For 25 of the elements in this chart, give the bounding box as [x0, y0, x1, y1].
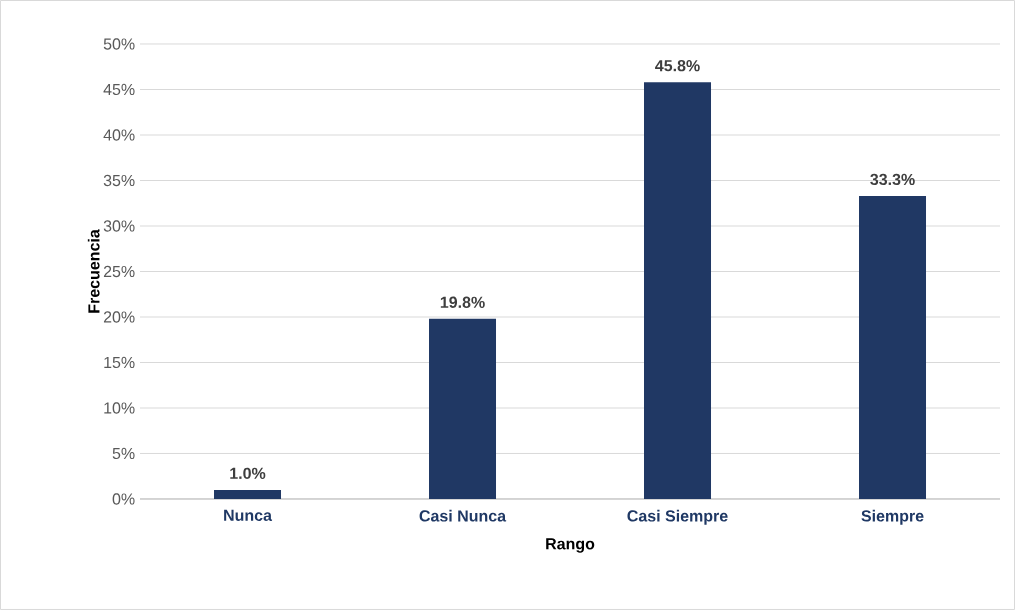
- y-tick-label: 40%: [103, 129, 135, 141]
- y-tick-label: 15%: [104, 356, 135, 369]
- y-tick-label: 45%: [103, 83, 135, 96]
- y-tick-label: 5%: [112, 447, 135, 460]
- y-tick-label: 20%: [103, 311, 135, 323]
- data-label: 1.0%: [230, 467, 266, 480]
- y-tick-label: 0%: [112, 493, 135, 505]
- y-tick-label: 30%: [103, 220, 135, 232]
- x-tick-label: Nunca: [224, 509, 273, 522]
- bar: [214, 489, 282, 499]
- data-label: 33.3%: [870, 173, 915, 186]
- data-label: 19.8%: [440, 296, 485, 308]
- bar: [644, 82, 712, 499]
- y-tick-label: 10%: [104, 402, 135, 414]
- x-tick-label: Casi Nunca: [419, 509, 507, 522]
- x-tick-label: Siempre: [861, 509, 924, 525]
- bar: [859, 195, 927, 499]
- data-label: 45.8%: [655, 60, 700, 72]
- x-axis-title: Rango: [546, 538, 595, 553]
- x-tick-label: Casi Siempre: [627, 509, 728, 525]
- bar: [429, 318, 497, 499]
- y-tick-label: 35%: [103, 174, 135, 187]
- y-tick-label: 25%: [103, 265, 135, 278]
- y-tick-label: 50%: [103, 38, 135, 50]
- y-axis-title: Frecuencia: [87, 229, 100, 313]
